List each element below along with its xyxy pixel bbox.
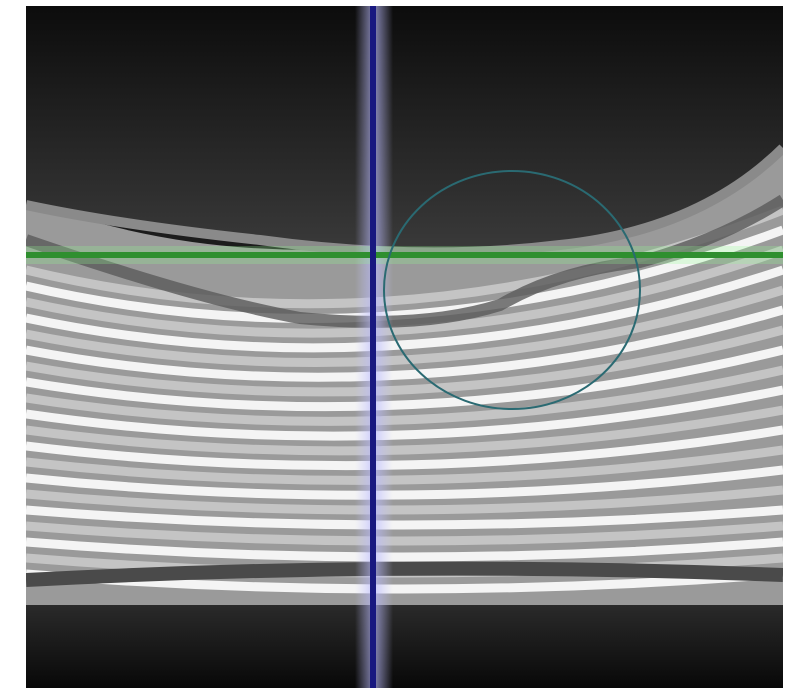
blue-line — [370, 6, 376, 688]
page: {} (() => { const data = JSON.parse — [0, 0, 790, 688]
image-viewer — [0, 0, 790, 688]
scan-image — [26, 6, 783, 688]
green-line — [26, 252, 783, 258]
bottom-dark — [26, 605, 783, 688]
